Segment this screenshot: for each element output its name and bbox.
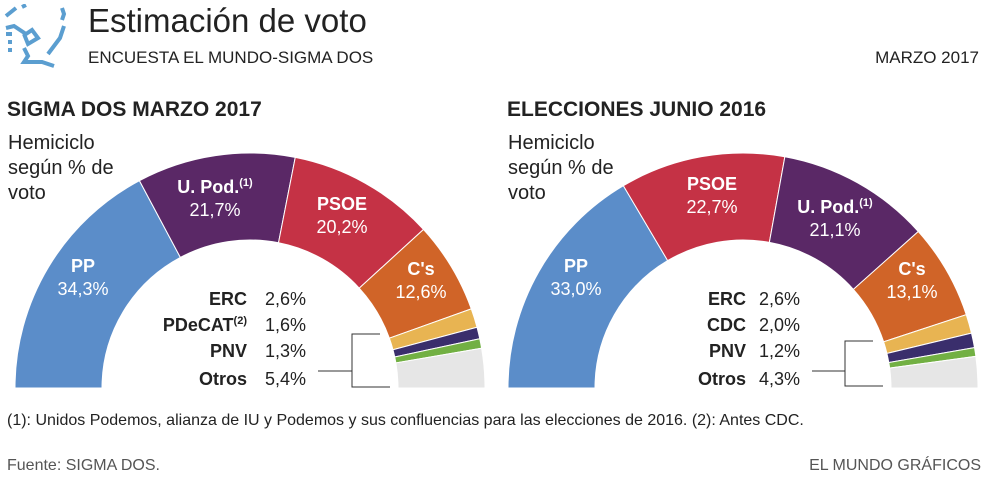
legend-value-otros: 4,3% (759, 369, 800, 389)
slice-otros (395, 347, 486, 389)
legend-name-erc: ERC (209, 289, 247, 309)
chart-note-left: Hemiciclo según % de voto (8, 132, 114, 204)
chart-title-right: ELECCIONES JUNIO 2016 (507, 98, 767, 121)
legend-name-cdc: CDC (707, 315, 746, 335)
legend-bracket-line (812, 340, 883, 387)
legend-name-erc: ERC (708, 289, 746, 309)
legend-value-pnv: 1,3% (265, 341, 306, 361)
slice-label-u-pod: U. Pod.(1) (797, 197, 873, 217)
slice-value-psoe: 22,7% (686, 197, 737, 217)
legend-name-pnv: PNV (709, 341, 746, 361)
legend-name-otros: Otros (199, 369, 247, 389)
hemicycle-chart-right: PP 33,0% PSOE 22,7% U. Pod.(1) 21,1% C's 13,1% E… (507, 152, 979, 389)
legend-name-pnv: PNV (210, 341, 247, 361)
slice-label-c-s: C's (407, 259, 434, 279)
slice-value-c-s: 12,6% (395, 282, 446, 302)
slice-value-pp: 34,3% (57, 279, 108, 299)
slice-label-psoe: PSOE (317, 194, 367, 214)
date-label: MARZO 2017 (875, 48, 979, 67)
chart-note-right: Hemiciclo según % de voto (508, 132, 614, 204)
slice-label-u-pod: U. Pod.(1) (177, 177, 253, 197)
slice-value-u-pod: 21,7% (189, 200, 240, 220)
legend-value-pdecat: 1,6% (265, 315, 306, 335)
legend-value-erc: 2,6% (759, 289, 800, 309)
chart-title-left: SIGMA DOS MARZO 2017 (7, 98, 262, 121)
hemicycle-chart-left: PP 34,3% U. Pod.(1) 21,7% PSOE 20,2% C's 12,6% E… (14, 152, 486, 389)
legend-value-otros: 5,4% (265, 369, 306, 389)
legend-value-cdc: 2,0% (759, 315, 800, 335)
legend-value-erc: 2,6% (265, 289, 306, 309)
footnote: (1): Unidos Podemos, alianza de IU y Pod… (7, 412, 804, 429)
slice-value-u-pod: 21,1% (809, 220, 860, 240)
slice-value-psoe: 20,2% (316, 217, 367, 237)
slice-value-c-s: 13,1% (886, 282, 937, 302)
el-mundo-logo-icon (4, 4, 67, 68)
legend-name-otros: Otros (698, 369, 746, 389)
slice-value-pp: 33,0% (550, 279, 601, 299)
page-title: Estimación de voto (88, 2, 367, 39)
legend-value-pnv: 1,2% (759, 341, 800, 361)
page-subtitle: ENCUESTA EL MUNDO-SIGMA DOS (88, 48, 374, 67)
slice-label-pp: PP (71, 256, 95, 276)
slice-label-psoe: PSOE (687, 174, 737, 194)
slice-otros (889, 355, 979, 389)
source-label: Fuente: SIGMA DOS. (7, 457, 160, 474)
slice-label-c-s: C's (898, 259, 925, 279)
credit-label: EL MUNDO GRÁFICOS (809, 457, 981, 474)
legend-name-pdecat: PDeCAT(2) (163, 315, 247, 335)
slice-label-pp: PP (564, 256, 588, 276)
legend-bracket-line (318, 333, 390, 388)
